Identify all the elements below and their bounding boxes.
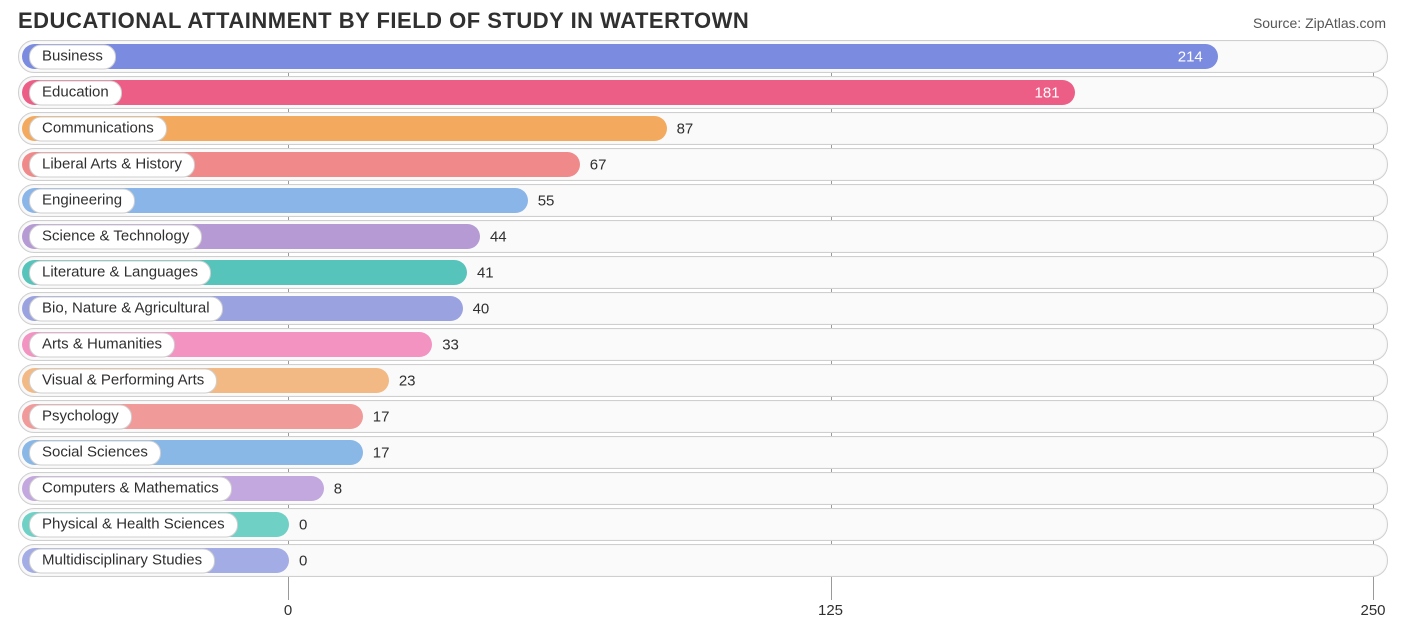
x-tick-label: 0 [284, 602, 292, 619]
bar-row: Psychology 17 [18, 400, 1388, 433]
bar-row: Visual & Performing Arts 23 [18, 364, 1388, 397]
value-label: 181 [1035, 84, 1060, 101]
value-label: 87 [677, 120, 694, 137]
value-label: 23 [399, 372, 416, 389]
bar-row: Education 181 [18, 76, 1388, 109]
bar-row: Business 214 [18, 40, 1388, 73]
bar-row: Physical & Health Sciences 0 [18, 508, 1388, 541]
category-label: Arts & Humanities [29, 332, 175, 357]
value-label: 67 [590, 156, 607, 173]
chart-title: EDUCATIONAL ATTAINMENT BY FIELD OF STUDY… [18, 8, 749, 34]
value-label: 214 [1178, 48, 1203, 65]
bar-fill [22, 80, 1075, 105]
category-label: Psychology [29, 404, 132, 429]
value-label: 17 [373, 444, 390, 461]
category-label: Multidisciplinary Studies [29, 548, 215, 573]
category-label: Business [29, 44, 116, 69]
bar-row: Multidisciplinary Studies 0 [18, 544, 1388, 577]
value-label: 40 [473, 300, 490, 317]
bar-row: Social Sciences 17 [18, 436, 1388, 469]
category-label: Social Sciences [29, 440, 161, 465]
value-label: 8 [334, 480, 342, 497]
value-label: 0 [299, 516, 307, 533]
category-label: Physical & Health Sciences [29, 512, 238, 537]
value-label: 17 [373, 408, 390, 425]
bar-row: Bio, Nature & Agricultural 40 [18, 292, 1388, 325]
bar-fill [22, 44, 1218, 69]
bar-row: Literature & Languages 41 [18, 256, 1388, 289]
category-label: Liberal Arts & History [29, 152, 195, 177]
category-label: Literature & Languages [29, 260, 211, 285]
bar-row: Science & Technology 44 [18, 220, 1388, 253]
category-label: Communications [29, 116, 167, 141]
category-label: Computers & Mathematics [29, 476, 232, 501]
bar-row: Arts & Humanities 33 [18, 328, 1388, 361]
chart-plot: Business 214 Education 181 Communications 87 L… [18, 40, 1388, 600]
bar-row: Engineering 55 [18, 184, 1388, 217]
value-label: 33 [442, 336, 459, 353]
x-axis-ticks: 0 125 250 [12, 602, 1394, 624]
value-label: 41 [477, 264, 494, 281]
category-label: Education [29, 80, 122, 105]
bar-row: Computers & Mathematics 8 [18, 472, 1388, 505]
value-label: 44 [490, 228, 507, 245]
bar-row: Liberal Arts & History 67 [18, 148, 1388, 181]
chart-header: EDUCATIONAL ATTAINMENT BY FIELD OF STUDY… [0, 0, 1406, 38]
value-label: 0 [299, 552, 307, 569]
x-tick-label: 125 [818, 602, 843, 619]
bar-row: Communications 87 [18, 112, 1388, 145]
category-label: Science & Technology [29, 224, 202, 249]
value-label: 55 [538, 192, 555, 209]
x-tick-label: 250 [1360, 602, 1385, 619]
category-label: Bio, Nature & Agricultural [29, 296, 223, 321]
category-label: Visual & Performing Arts [29, 368, 217, 393]
category-label: Engineering [29, 188, 135, 213]
chart-source: Source: ZipAtlas.com [1253, 15, 1386, 31]
chart-area: Business 214 Education 181 Communications 87 L… [12, 40, 1394, 600]
